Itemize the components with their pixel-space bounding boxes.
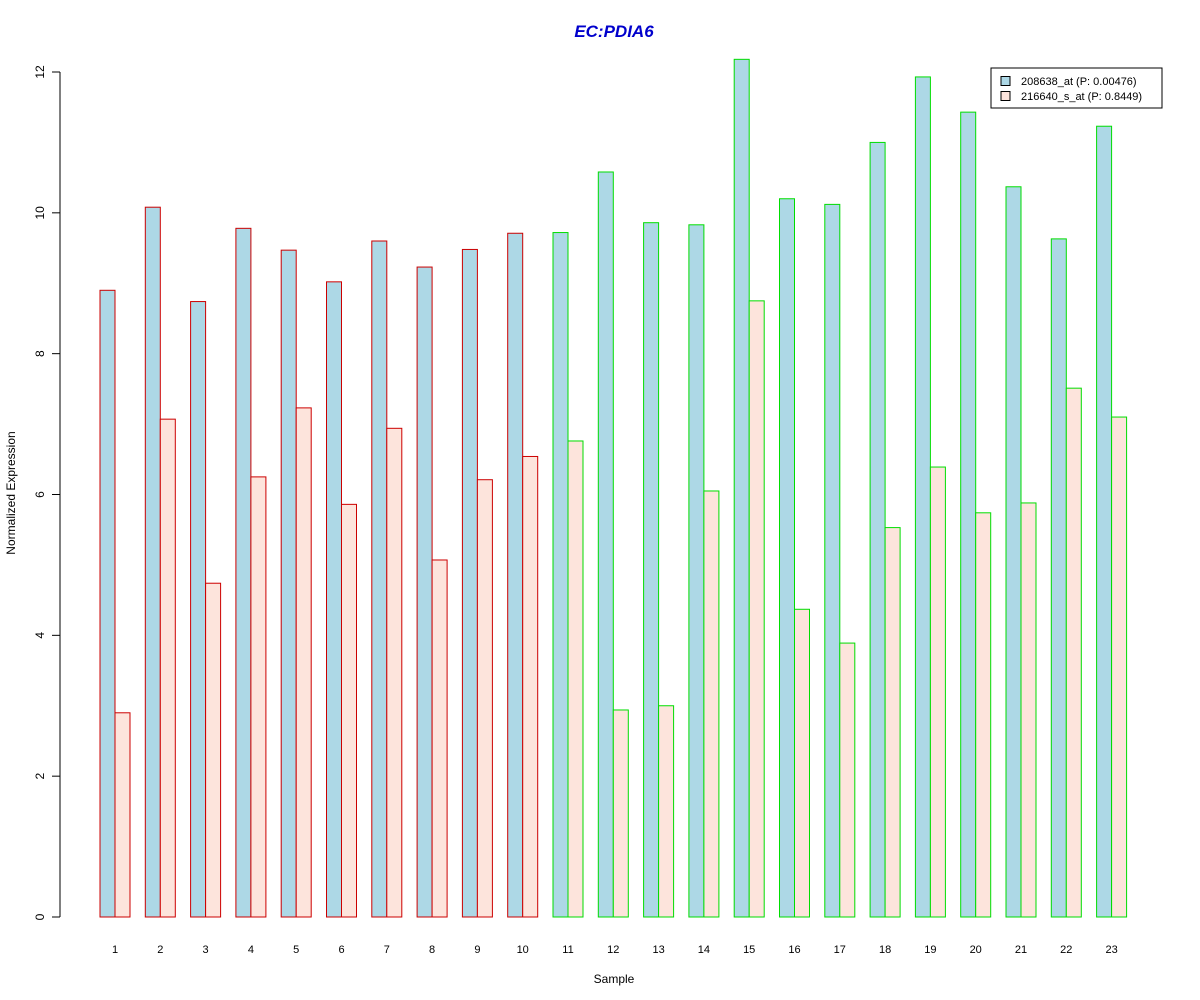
y-tick-label: 2	[33, 773, 47, 780]
y-tick-label: 6	[33, 491, 47, 498]
bar-208638_at-sample-22	[1050, 238, 1067, 918]
x-tick-label: 18	[879, 944, 891, 956]
legend-swatch	[1000, 91, 1011, 101]
bar-208638_at-sample-10	[507, 232, 524, 918]
bar-216640_s_at-sample-11	[567, 440, 584, 918]
x-tick-label: 2	[157, 944, 163, 956]
bar-208638_at-sample-12	[597, 171, 614, 918]
bar-216640_s_at-sample-19	[929, 466, 946, 918]
legend-box	[990, 67, 1163, 109]
bar-216640_s_at-sample-12	[612, 709, 629, 918]
y-axis-label: Normalized Expression	[4, 431, 18, 554]
bar-216640_s_at-sample-20	[975, 512, 992, 918]
x-tick-label: 5	[293, 944, 299, 956]
bar-216640_s_at-sample-10	[522, 455, 539, 918]
bar-208638_at-sample-16	[779, 198, 795, 918]
x-tick-label: 3	[203, 944, 209, 956]
bar-208638_at-sample-19	[914, 76, 931, 918]
bar-208638_at-sample-14	[688, 224, 705, 918]
bar-216640_s_at-sample-22	[1065, 387, 1082, 918]
x-tick-label: 8	[429, 944, 435, 956]
x-tick-label: 22	[1060, 944, 1072, 956]
legend-label: 216640_s_at (P: 0.8449)	[1021, 91, 1142, 103]
bar-208638_at-sample-23	[1096, 125, 1113, 918]
y-tick-label: 8	[33, 350, 47, 357]
bar-208638_at-sample-7	[371, 240, 388, 918]
bar-208638_at-sample-20	[960, 111, 977, 918]
bar-208638_at-sample-18	[869, 141, 886, 918]
bar-216640_s_at-sample-9	[476, 479, 493, 918]
chart-title: EC:PDIA6	[574, 22, 654, 41]
x-tick-label: 1	[112, 944, 118, 956]
bar-208638_at-sample-11	[552, 232, 569, 918]
x-tick-label: 7	[384, 944, 390, 956]
y-tick-label: 4	[33, 632, 47, 639]
bar-216640_s_at-sample-6	[341, 503, 357, 918]
bar-216640_s_at-sample-1	[114, 712, 131, 918]
x-tick-label: 23	[1105, 944, 1117, 956]
x-tick-label: 14	[698, 944, 710, 956]
x-tick-label: 10	[517, 944, 529, 956]
bar-216640_s_at-sample-23	[1111, 416, 1128, 918]
bar-216640_s_at-sample-7	[386, 427, 403, 918]
bar-216640_s_at-sample-2	[159, 418, 176, 918]
legend-label: 208638_at (P: 0.00476)	[1021, 76, 1137, 88]
bar-216640_s_at-sample-18	[884, 527, 901, 918]
x-tick-label: 6	[338, 944, 344, 956]
y-tick-label: 10	[33, 206, 47, 220]
bar-208638_at-sample-15	[733, 58, 750, 918]
legend-swatch	[1000, 76, 1011, 86]
x-tick-label: 19	[924, 944, 936, 956]
bar-208638_at-sample-5	[280, 249, 297, 918]
x-tick-label: 13	[652, 944, 664, 956]
x-tick-label: 11	[562, 944, 573, 956]
x-tick-label: 12	[607, 944, 619, 956]
bar-208638_at-sample-1	[99, 289, 116, 918]
bar-216640_s_at-sample-15	[748, 300, 765, 918]
x-tick-label: 21	[1015, 944, 1027, 956]
bar-216640_s_at-sample-16	[794, 608, 810, 918]
bars-group	[99, 58, 1128, 918]
bar-208638_at-sample-17	[824, 203, 841, 918]
bar-208638_at-sample-21	[1005, 186, 1022, 918]
legend: 208638_at (P: 0.00476) 216640_s_at (P: 0.…	[990, 67, 1163, 109]
x-tick-label: 4	[248, 944, 254, 956]
bar-216640_s_at-sample-5	[295, 407, 312, 918]
y-axis: 0 2 4 6 8 10 12	[33, 65, 61, 920]
bar-208638_at-sample-9	[461, 248, 478, 918]
x-tick-label: 16	[788, 944, 800, 956]
bar-216640_s_at-sample-17	[839, 642, 856, 918]
y-tick-label: 12	[33, 65, 47, 79]
bar-208638_at-sample-13	[643, 222, 660, 918]
bar-208638_at-sample-4	[235, 227, 252, 918]
bar-216640_s_at-sample-8	[431, 559, 448, 918]
bar-208638_at-sample-3	[190, 301, 207, 918]
bar-208638_at-sample-6	[326, 281, 342, 918]
x-tick-label: 9	[474, 944, 480, 956]
x-tick-label: 15	[743, 944, 755, 956]
x-tick-label: 17	[834, 944, 846, 956]
y-tick-label: 0	[33, 913, 47, 920]
bar-208638_at-sample-8	[416, 266, 433, 918]
x-tick-label: 20	[970, 944, 982, 956]
bar-216640_s_at-sample-13	[658, 705, 675, 918]
bar-216640_s_at-sample-21	[1020, 502, 1037, 918]
bar-208638_at-sample-2	[144, 206, 161, 918]
x-tick-labels: 1 2 3 4 5 6 7 8 9 10 11 12 13 14 15 16 17 18 19 20 21 22 23	[112, 944, 1118, 956]
x-axis-label: Sample	[594, 972, 635, 986]
bar-216640_s_at-sample-4	[250, 476, 267, 918]
bar-216640_s_at-sample-14	[703, 490, 720, 918]
bar-216640_s_at-sample-3	[205, 582, 222, 918]
